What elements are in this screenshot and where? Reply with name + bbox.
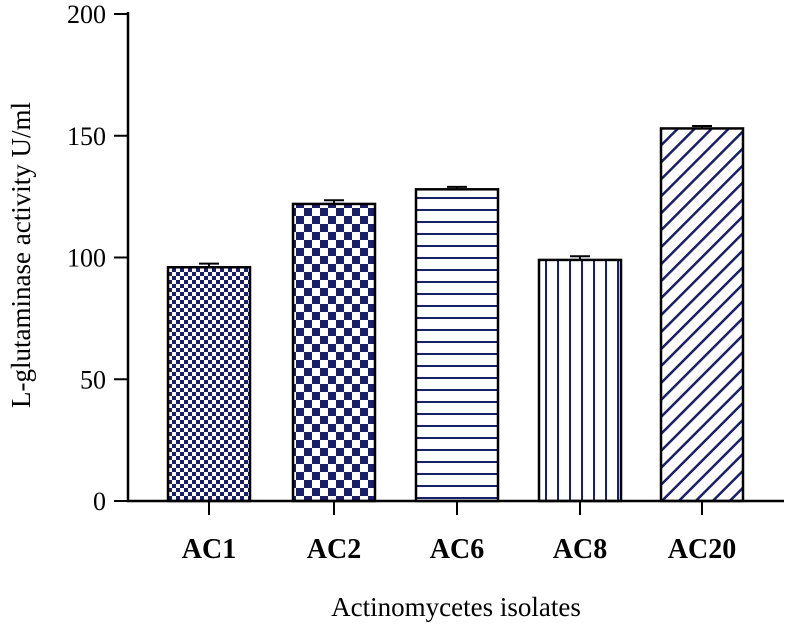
- y-axis-title: L-glutaminase activity U/ml: [6, 102, 36, 408]
- bar-ac1: [166, 265, 252, 503]
- x-tick-label-ac8: AC8: [553, 534, 607, 565]
- bars-layer: [166, 125, 745, 503]
- y-tick-label: 200: [67, 0, 106, 29]
- y-tick-label: 150: [67, 122, 106, 151]
- x-axis-title: Actinomycetes isolates: [331, 592, 581, 622]
- y-tick-label: 0: [93, 487, 106, 516]
- bar-ac8: [537, 258, 623, 503]
- bar-ac2: [291, 202, 377, 503]
- axis-layer: AC1 AC2 AC6 AC8 AC20 0 50 100 150 200: [67, 0, 784, 565]
- x-tick-label-ac20: AC20: [668, 534, 736, 565]
- x-tick-label-ac6: AC6: [430, 534, 484, 565]
- y-tick-label: 100: [67, 244, 106, 273]
- x-tick-label-ac1: AC1: [182, 534, 236, 565]
- bar-ac6: [414, 188, 500, 503]
- y-tick-label: 50: [80, 365, 106, 394]
- bar-ac20: [659, 127, 745, 503]
- x-tick-label-ac2: AC2: [307, 534, 361, 565]
